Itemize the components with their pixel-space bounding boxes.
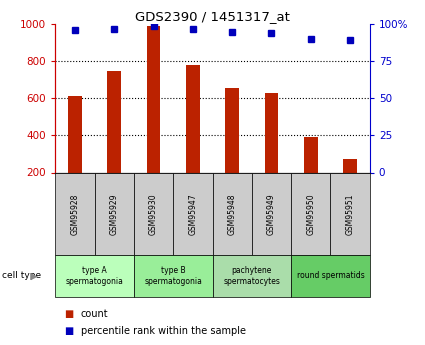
Text: percentile rank within the sample: percentile rank within the sample <box>81 326 246 336</box>
Bar <box>304 137 317 172</box>
Text: ■: ■ <box>64 309 73 319</box>
Bar <box>108 70 121 172</box>
Bar <box>134 255 212 297</box>
Text: pachytene
spermatocytes: pachytene spermatocytes <box>224 266 280 286</box>
Text: ■: ■ <box>64 326 73 336</box>
Bar <box>225 88 239 172</box>
Bar <box>134 172 173 255</box>
Text: ▶: ▶ <box>31 272 37 280</box>
Text: count: count <box>81 309 108 319</box>
Text: type B
spermatogonia: type B spermatogonia <box>144 266 202 286</box>
Bar <box>147 26 160 172</box>
Text: GSM95951: GSM95951 <box>346 193 354 235</box>
Bar <box>331 172 370 255</box>
Bar <box>94 172 134 255</box>
Bar <box>252 172 291 255</box>
Text: cell type: cell type <box>2 272 41 280</box>
Bar <box>186 65 200 172</box>
Bar <box>55 255 134 297</box>
Bar <box>173 172 212 255</box>
Text: GSM95928: GSM95928 <box>71 193 79 235</box>
Text: GSM95947: GSM95947 <box>188 193 197 235</box>
Bar <box>265 93 278 172</box>
Bar <box>343 159 357 172</box>
Text: GSM95948: GSM95948 <box>228 193 237 235</box>
Bar <box>291 255 370 297</box>
Bar <box>55 172 94 255</box>
Text: GSM95950: GSM95950 <box>306 193 315 235</box>
Bar <box>212 172 252 255</box>
Text: GSM95949: GSM95949 <box>267 193 276 235</box>
Text: GSM95929: GSM95929 <box>110 193 119 235</box>
Text: round spermatids: round spermatids <box>297 272 364 280</box>
Title: GDS2390 / 1451317_at: GDS2390 / 1451317_at <box>135 10 290 23</box>
Bar <box>291 172 331 255</box>
Bar <box>68 97 82 172</box>
Text: GSM95930: GSM95930 <box>149 193 158 235</box>
Bar <box>212 255 291 297</box>
Text: type A
spermatogonia: type A spermatogonia <box>65 266 124 286</box>
